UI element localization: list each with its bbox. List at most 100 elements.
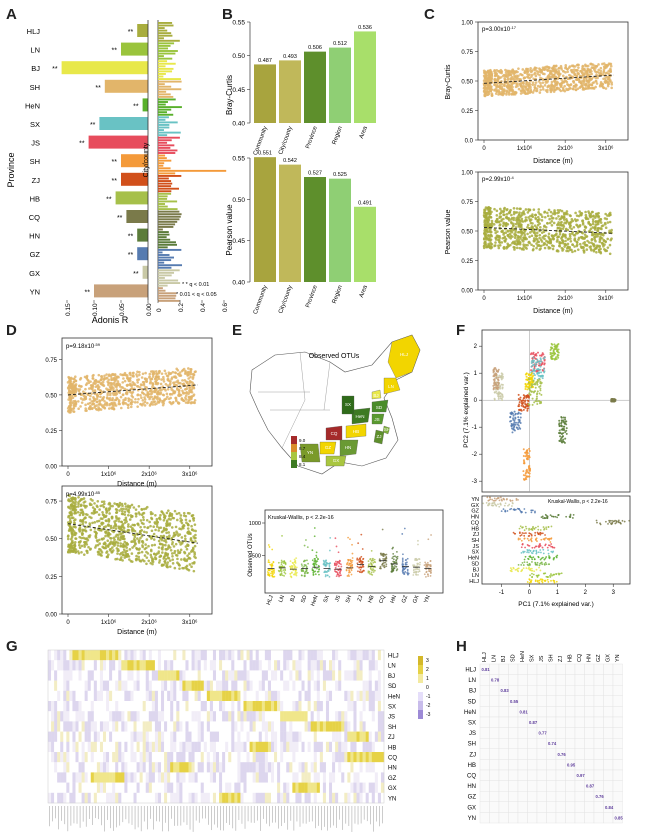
- scatter-point: [606, 237, 609, 241]
- scatter-point: [541, 236, 544, 239]
- scatter-point: [502, 73, 506, 77]
- scatter-point: [532, 89, 536, 92]
- adonis-bar: [61, 61, 148, 75]
- scatter-point: [588, 214, 592, 218]
- scatter-point: [507, 84, 511, 87]
- scatter-point: [140, 403, 144, 407]
- scatter-point: [142, 559, 146, 563]
- scatter-point: [578, 242, 582, 246]
- scatter-point: [508, 232, 512, 236]
- otu-point: [347, 559, 350, 562]
- scatter-point: [84, 383, 88, 387]
- scatter-point: [179, 543, 182, 546]
- scatter-point: [182, 558, 186, 562]
- scatter-point: [128, 558, 131, 561]
- otu-point: [302, 570, 305, 573]
- otu-point: [362, 565, 365, 568]
- scatter-point: [71, 384, 75, 388]
- y-tick-label: 0.75: [461, 50, 473, 56]
- scatter-point: [174, 542, 178, 546]
- scatter-point: [151, 383, 155, 387]
- scatter-point: [502, 233, 505, 236]
- city-bar: [158, 113, 174, 116]
- province-map-label: HN: [345, 445, 352, 450]
- scatter-point: [528, 76, 531, 80]
- scatter-point: [97, 513, 101, 516]
- scatter-point: [118, 402, 122, 406]
- scatter-point: [527, 208, 530, 211]
- panel-d-bottom-p: p=4.99x10-85: [66, 490, 101, 498]
- scatter-point: [584, 210, 587, 214]
- scatter-point: [165, 564, 168, 568]
- otu-point: [351, 559, 354, 562]
- bray-bar: [354, 206, 376, 282]
- scatter-point: [595, 250, 598, 254]
- scatter-point: [99, 378, 103, 382]
- otu-point: [326, 574, 329, 577]
- scatter-point: [123, 510, 127, 514]
- scatter-point: [523, 231, 526, 235]
- otu-point: [325, 564, 328, 566]
- scatter-point: [528, 235, 531, 239]
- otu-point: [348, 575, 350, 578]
- scatter-point: [500, 230, 503, 233]
- scatter-point: [526, 91, 530, 95]
- scatter-point: [192, 373, 195, 376]
- trend-line: [483, 74, 614, 84]
- scatter-point: [569, 83, 573, 86]
- city-bar: [158, 32, 172, 35]
- otu-point: [323, 560, 326, 563]
- scatter-point: [170, 402, 173, 406]
- otu-point: [295, 573, 298, 575]
- scatter-point: [122, 373, 126, 377]
- scatter-point: [542, 230, 546, 234]
- scatter-point: [529, 218, 533, 221]
- otu-point: [313, 527, 316, 529]
- otu-point: [404, 567, 407, 570]
- panel-a-ylabel-city: City/county: [143, 142, 150, 177]
- category-tick-label: Province: [305, 125, 319, 150]
- province-map-label: BJ: [373, 393, 378, 398]
- city-bar: [158, 292, 177, 295]
- scatter-point: [128, 548, 132, 551]
- otu-point: [396, 550, 398, 553]
- scatter-point: [78, 529, 81, 532]
- scatter-point: [119, 558, 123, 561]
- scatter-point: [190, 391, 194, 394]
- scatter-point: [168, 565, 172, 568]
- scatter-point: [170, 514, 174, 518]
- otu-point: [351, 565, 353, 567]
- scatter-point: [68, 517, 72, 520]
- city-bar: [158, 271, 175, 274]
- scatter-point: [599, 217, 603, 221]
- scatter-point: [603, 221, 607, 225]
- scatter-point: [157, 526, 161, 530]
- scatter-point: [121, 504, 124, 508]
- otu-point: [427, 575, 430, 577]
- x-tick-label: 3x10⁶: [182, 471, 198, 478]
- scatter-point: [566, 228, 570, 232]
- otu-point: [372, 569, 375, 571]
- scatter-point: [565, 217, 568, 221]
- scatter-point: [544, 65, 547, 69]
- otu-point: [380, 567, 382, 570]
- otu-point: [404, 571, 407, 573]
- scatter-point: [142, 518, 145, 522]
- scatter-point: [148, 396, 152, 399]
- pca-point: [539, 358, 542, 361]
- scatter-point: [493, 71, 497, 75]
- otu-point: [385, 556, 388, 558]
- otu-point: [278, 565, 281, 568]
- scatter-point: [533, 71, 537, 75]
- scatter-point: [144, 371, 147, 375]
- scatter-point: [126, 525, 130, 528]
- scatter-point: [148, 381, 152, 385]
- scatter-point: [507, 216, 511, 220]
- scatter-point: [123, 379, 127, 383]
- scatter-point: [158, 561, 161, 564]
- city-bar: [158, 241, 176, 244]
- scatter-point: [577, 63, 580, 67]
- scatter-point: [604, 71, 608, 75]
- city-bar: [158, 93, 171, 96]
